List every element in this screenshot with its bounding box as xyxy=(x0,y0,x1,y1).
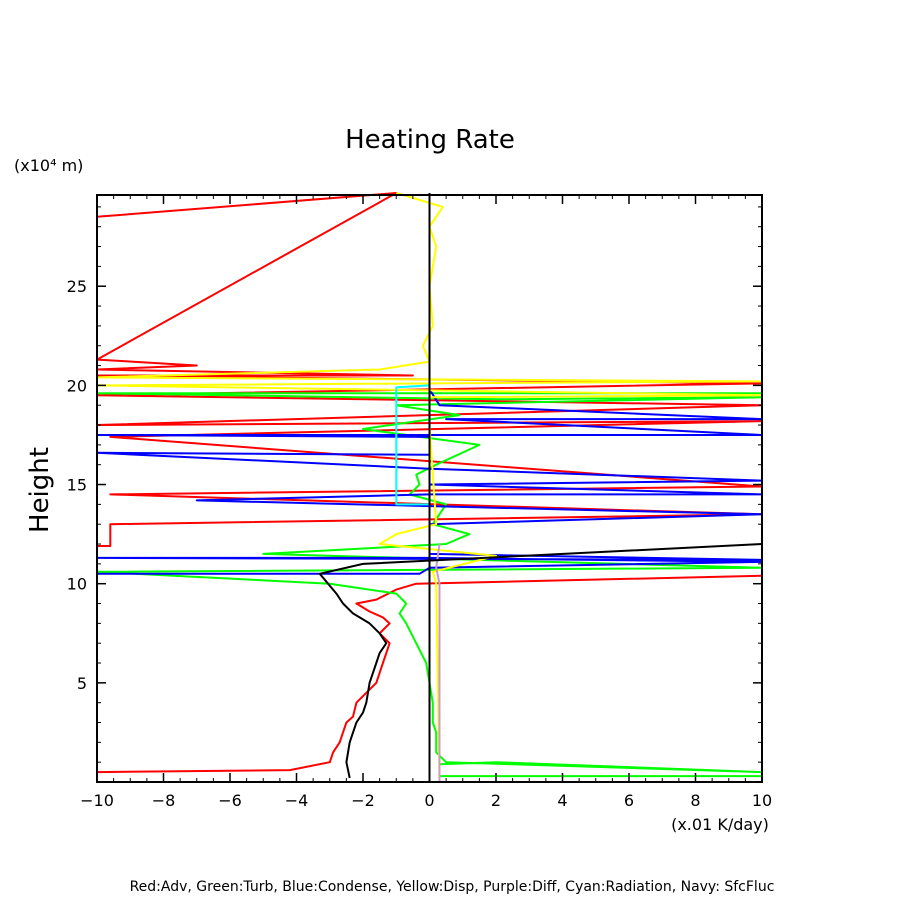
y-tick-label: 10 xyxy=(67,575,87,594)
x-tick-label: 4 xyxy=(557,791,567,810)
x-tick-label: 10 xyxy=(752,791,772,810)
series-total-line xyxy=(318,543,763,779)
x-tick-label: −2 xyxy=(351,791,375,810)
x-tick-label: −8 xyxy=(152,791,176,810)
plot-frame xyxy=(96,194,763,783)
y-axis-label: Height xyxy=(25,447,55,533)
x-tick-label: 6 xyxy=(624,791,634,810)
x-tick-label: −6 xyxy=(218,791,242,810)
y-tick-label: 20 xyxy=(67,376,87,395)
x-tick-label: −4 xyxy=(285,791,309,810)
x-tick-label: 2 xyxy=(491,791,501,810)
series-adv-line xyxy=(96,574,763,774)
y-tick-label: 15 xyxy=(67,476,87,495)
legend: Red:Adv, Green:Turb, Blue:Condense, Yell… xyxy=(130,879,775,895)
x-axis-label: (x.01 K/day) xyxy=(671,815,769,834)
x-tick-label: 8 xyxy=(690,791,700,810)
series-condense-line xyxy=(96,193,763,575)
chart-title: Heating Rate xyxy=(345,125,515,155)
y-unit-label: (x10⁴ m) xyxy=(14,156,83,175)
y-tick-label: 25 xyxy=(67,277,87,296)
series-radiation-line xyxy=(395,384,430,506)
x-tick-label: 0 xyxy=(424,791,434,810)
x-tick-label: −10 xyxy=(80,791,114,810)
series-diff-line xyxy=(435,543,441,782)
y-tick-label: 5 xyxy=(77,674,87,693)
